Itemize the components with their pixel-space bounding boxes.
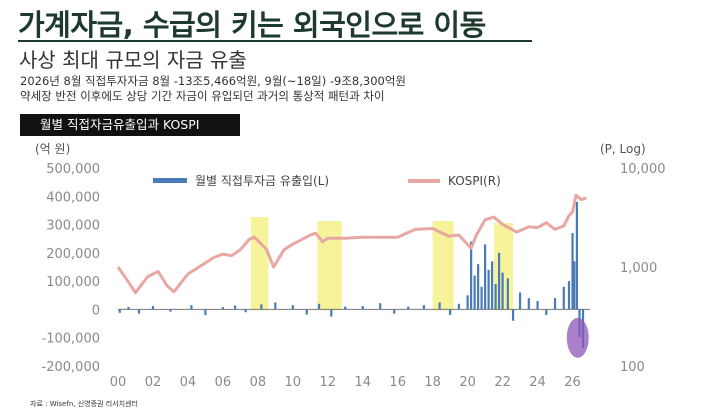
page-title: 가계자금, 수급의 키는 외국인으로 이동 — [18, 8, 486, 42]
flow-bar — [190, 305, 193, 310]
flow-bar — [379, 303, 382, 310]
x-axis-tick-label: 18 — [424, 375, 441, 390]
flow-bar — [422, 305, 426, 310]
flow-bar — [221, 307, 224, 310]
flow-bar — [118, 309, 121, 313]
x-axis-tick-label: 22 — [494, 375, 511, 390]
x-axis-tick-label: 20 — [459, 375, 476, 390]
flow-bar — [575, 201, 578, 310]
legend-bars-swatch — [153, 178, 187, 183]
flow-bar — [305, 309, 308, 315]
legend-kospi-label: KOSPI(R) — [448, 174, 501, 188]
legend-bars-label: 월별 직접투자금 유출입(L) — [195, 174, 329, 188]
flow-bar — [470, 241, 473, 310]
flow-bar — [330, 309, 333, 317]
flow-bar — [571, 233, 574, 310]
x-axis-tick-label: 02 — [145, 375, 162, 390]
x-axis-tick-label: 24 — [529, 375, 546, 390]
flow-bar — [407, 306, 410, 310]
left-axis-tick-label: -100,000 — [42, 332, 100, 347]
flow-bar — [466, 295, 469, 310]
flow-bar — [127, 306, 130, 310]
flow-bar — [562, 286, 565, 310]
left-axis-tick-label: -200,000 — [42, 360, 100, 375]
flow-bar — [536, 300, 539, 310]
x-axis-tick-label: 06 — [215, 375, 232, 390]
flow-bar — [260, 304, 263, 310]
right-axis-tick-label: 100 — [620, 360, 645, 375]
flow-bar — [545, 309, 548, 316]
highlight-period — [432, 221, 454, 311]
flow-bar — [480, 286, 483, 310]
flow-bar — [491, 261, 494, 310]
flow-bar — [449, 309, 452, 316]
left-axis-tick-label: 300,000 — [46, 219, 100, 234]
flow-bar — [497, 252, 501, 310]
summary-line-2: 약세장 반전 이후에도 상당 기간 자금이 유입되던 과거의 통상적 패턴과 차… — [20, 89, 385, 103]
chart-title: 월별 직접자금유출입과 KOSPI — [20, 114, 240, 136]
flow-bar — [518, 292, 522, 310]
x-axis-tick-label: 12 — [320, 375, 337, 390]
flow-bar — [274, 302, 277, 310]
summary-line-1: 2026년 8월 직접투자자금 8월 -13조5,466억원, 9월(~18일)… — [20, 74, 406, 88]
flow-bar — [151, 306, 155, 310]
source-note: 자료 : Wisefn, 신영증권 리서치센터 — [30, 400, 138, 408]
x-axis-tick-label: 16 — [389, 375, 406, 390]
x-axis-tick-label: 26 — [564, 375, 581, 390]
left-axis-tick-label: 400,000 — [46, 190, 100, 205]
flow-bar — [501, 272, 504, 310]
flow-bar — [573, 261, 576, 310]
right-axis-tick-label: 10,000 — [620, 162, 666, 177]
right-axis-unit: (P, Log) — [600, 142, 646, 156]
flow-bar — [244, 309, 247, 313]
flow-bar — [567, 281, 571, 310]
outflow-highlight-circle — [566, 317, 589, 358]
x-axis-tick-label: 10 — [285, 375, 302, 390]
left-axis-tick-label: 200,000 — [46, 247, 100, 262]
x-axis-tick-label: 08 — [250, 375, 267, 390]
flow-bar — [344, 306, 347, 310]
left-axis-tick-label: 100,000 — [46, 275, 100, 290]
title-underline — [18, 40, 532, 42]
x-axis-tick-label: 14 — [354, 375, 371, 390]
flow-bar — [438, 302, 441, 310]
flow-bar — [553, 298, 557, 310]
kospi-series-line — [116, 193, 587, 295]
x-axis-tick-label: 00 — [110, 375, 127, 390]
flow-bar — [291, 305, 294, 310]
flow-bar — [484, 244, 487, 310]
flow-bar — [169, 309, 172, 312]
flow-bar — [506, 278, 509, 310]
flow-bar — [473, 275, 476, 310]
flow-bar — [487, 269, 490, 310]
flow-bar — [234, 305, 237, 310]
right-axis-tick-label: 1,000 — [620, 261, 657, 276]
flow-bar — [137, 309, 141, 314]
flow-bar — [511, 309, 515, 321]
left-axis-tick-label: 0 — [92, 303, 100, 318]
highlight-period — [250, 217, 269, 311]
page-subtitle: 사상 최대 규모의 자금 유출 — [19, 48, 247, 72]
flow-bar — [477, 264, 480, 310]
flow-bar — [317, 303, 321, 310]
flow-bar — [361, 306, 364, 310]
flow-bar — [393, 309, 396, 314]
flow-bar — [457, 303, 460, 310]
flow-bar — [204, 309, 207, 316]
left-axis-tick-label: 500,000 — [46, 162, 100, 177]
flow-bar — [527, 298, 530, 310]
flow-bar — [494, 283, 497, 310]
left-axis-unit: (억 원) — [35, 142, 70, 156]
highlight-period — [317, 221, 342, 311]
x-axis-tick-label: 04 — [180, 375, 197, 390]
